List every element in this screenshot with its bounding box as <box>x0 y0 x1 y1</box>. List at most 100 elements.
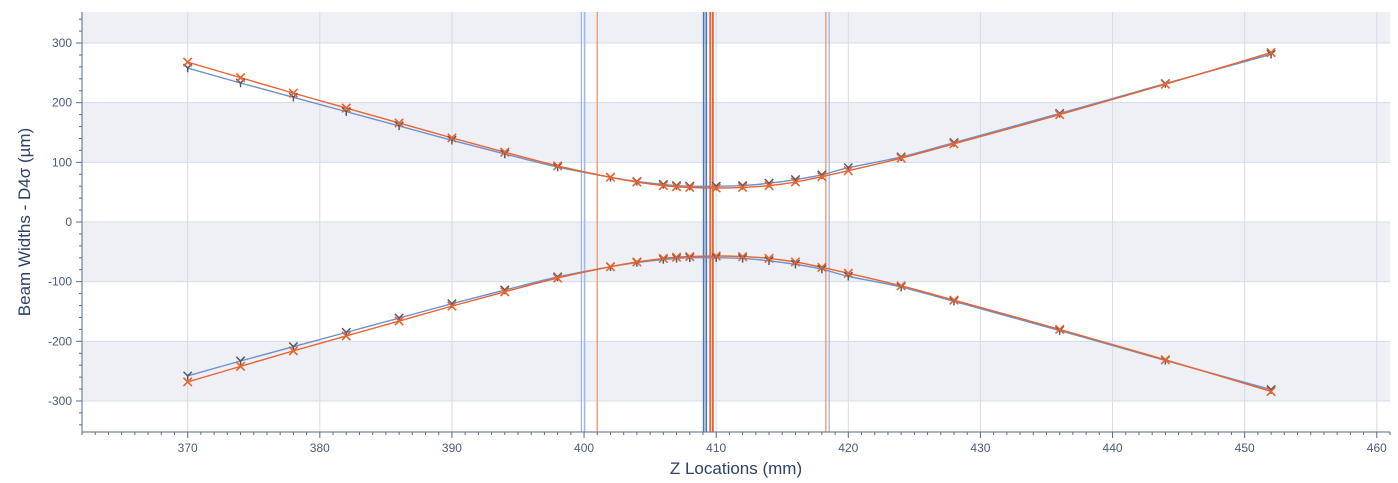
data-point <box>1054 325 1065 335</box>
plot-band <box>82 12 1390 44</box>
data-point <box>447 301 457 311</box>
series-markers <box>182 251 1276 397</box>
x-tick-label: 420 <box>838 441 858 455</box>
reference-lines <box>580 12 830 432</box>
data-point <box>1054 109 1065 120</box>
tick-labels: 370 380 390 400 410 420 430 440 450 460 -300 -200 -1… <box>48 36 1387 455</box>
y-tick-label: 300 <box>52 36 72 50</box>
data-point <box>288 92 299 102</box>
x-tick-label: 370 <box>178 441 198 455</box>
data-point <box>341 103 352 113</box>
x-axis-title: Z Locations (mm) <box>670 459 802 478</box>
data-point <box>1266 386 1276 397</box>
data-point <box>1160 79 1171 89</box>
data-point <box>896 281 906 291</box>
data-point <box>737 182 748 193</box>
y-tick-label: 0 <box>65 215 72 229</box>
data-point <box>235 361 246 372</box>
data-point <box>341 106 351 116</box>
data-point <box>737 253 748 263</box>
data-point <box>288 346 299 356</box>
data-point <box>447 135 457 145</box>
data-point <box>790 177 801 187</box>
data-point <box>605 172 616 183</box>
data-point <box>182 377 193 387</box>
data-point <box>658 180 669 191</box>
plot-band <box>82 341 1390 401</box>
data-point <box>790 259 801 269</box>
data-series <box>182 47 1276 397</box>
y-tick-label: -200 <box>48 334 72 348</box>
data-point <box>447 133 457 143</box>
data-point <box>764 253 774 264</box>
x-tick-label: 440 <box>1103 441 1123 455</box>
data-point <box>1054 324 1065 335</box>
data-point <box>671 252 682 262</box>
data-point <box>552 161 563 171</box>
x-tick-label: 460 <box>1367 441 1387 455</box>
data-point <box>605 261 616 272</box>
data-point <box>764 180 774 191</box>
data-point <box>632 177 642 187</box>
data-point <box>394 118 404 128</box>
data-point <box>500 147 510 157</box>
data-point <box>896 282 906 292</box>
data-point <box>1160 355 1171 365</box>
x-tick-label: 400 <box>574 441 594 455</box>
data-point <box>817 171 827 182</box>
data-point <box>235 356 246 366</box>
data-point <box>711 251 721 261</box>
data-point <box>843 271 854 281</box>
data-point <box>737 251 748 262</box>
x-tick-label: 410 <box>706 441 726 455</box>
plot-band <box>82 102 1390 163</box>
series-markers <box>182 47 1276 193</box>
data-point <box>684 182 695 193</box>
y-tick-label: -300 <box>48 394 72 408</box>
data-point <box>658 253 669 264</box>
plot-band <box>82 222 1390 282</box>
plot-background-bands <box>82 12 1390 401</box>
data-point <box>552 273 563 283</box>
data-point <box>182 371 193 381</box>
x-tick-label: 430 <box>970 441 990 455</box>
data-point <box>685 253 695 262</box>
data-point <box>671 253 682 263</box>
x-tick-label: 390 <box>442 441 462 455</box>
data-point <box>500 149 510 159</box>
data-point <box>790 257 801 267</box>
data-point <box>658 254 669 264</box>
data-point <box>341 331 352 341</box>
x-tick-label: 380 <box>310 441 330 455</box>
data-point <box>1266 47 1276 58</box>
y-axis-title: Beam Widths - D4σ (µm) <box>15 128 34 316</box>
grid-lines <box>82 12 1390 432</box>
data-point <box>394 121 404 131</box>
data-point <box>182 57 193 67</box>
data-point <box>235 72 246 83</box>
data-point <box>552 162 563 172</box>
data-point <box>764 256 774 265</box>
data-point <box>671 182 682 192</box>
data-point <box>288 88 299 98</box>
data-point <box>394 316 404 326</box>
data-point <box>817 262 827 273</box>
data-point <box>1266 49 1276 59</box>
x-tick-label: 450 <box>1235 441 1255 455</box>
data-point <box>684 251 695 262</box>
data-point <box>632 257 642 267</box>
data-point <box>949 139 959 149</box>
data-point <box>896 153 906 163</box>
data-point <box>711 253 721 262</box>
data-point <box>711 183 721 193</box>
y-tick-label: 200 <box>52 96 72 110</box>
y-tick-label: 100 <box>52 155 72 169</box>
data-point <box>817 264 827 274</box>
data-point <box>843 268 854 279</box>
data-point <box>949 295 959 305</box>
data-point <box>949 296 959 306</box>
data-point <box>500 287 510 297</box>
y-tick-label: -100 <box>48 275 72 289</box>
data-point <box>843 165 854 176</box>
